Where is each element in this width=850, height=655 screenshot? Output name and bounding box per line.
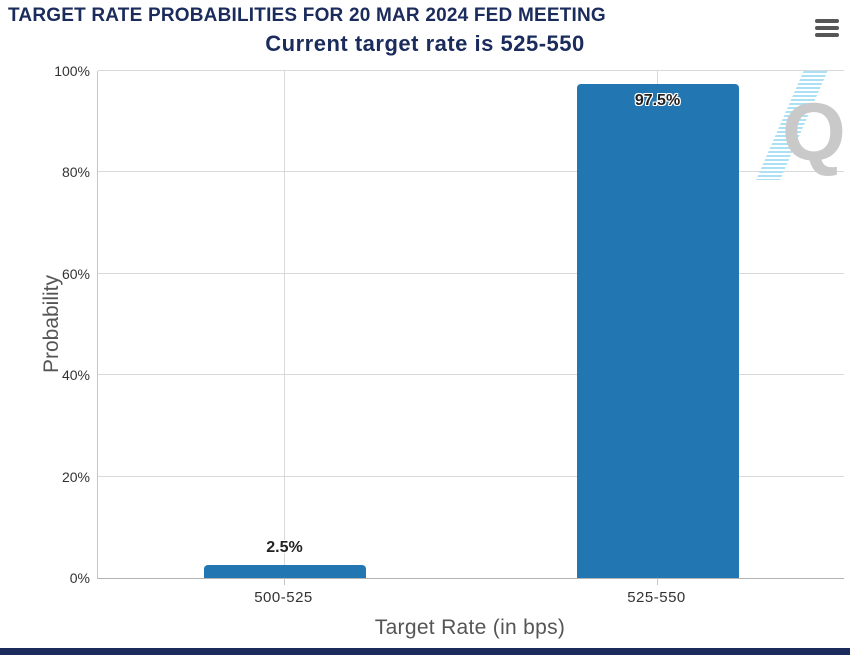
gridline-y-20 bbox=[98, 475, 844, 477]
y-tick-label-80: 80% bbox=[61, 164, 90, 181]
x-tick-label-500-525: 500-525 bbox=[254, 589, 313, 606]
bar-500-525[interactable] bbox=[203, 565, 366, 578]
hamburger-bar bbox=[815, 19, 839, 23]
x-tick-label-525-550: 525-550 bbox=[627, 589, 686, 606]
plot-area: 2.5% 97.5% bbox=[97, 70, 844, 585]
chart-subtitle: Current target rate is 525-550 bbox=[265, 31, 585, 56]
x-tick-mark bbox=[657, 578, 658, 585]
y-tick-label-0: 0% bbox=[69, 570, 90, 586]
y-tick-label-60: 60% bbox=[61, 265, 90, 282]
y-tick-label-100: 100% bbox=[54, 63, 90, 79]
x-tick-mark bbox=[284, 578, 285, 585]
chart-title: TARGET RATE PROBABILITIES FOR 20 MAR 202… bbox=[8, 5, 606, 26]
y-tick-label-20: 20% bbox=[61, 468, 90, 485]
y-tick-label-40: 40% bbox=[61, 367, 90, 384]
y-axis-title: Probability bbox=[40, 274, 63, 374]
gridline-y-80 bbox=[98, 171, 844, 173]
x-axis-title: Target Rate (in bps) bbox=[374, 616, 566, 639]
bar-525-550[interactable] bbox=[576, 83, 739, 578]
hamburger-menu-icon[interactable] bbox=[815, 19, 839, 37]
gridline-x-500-525 bbox=[284, 71, 285, 578]
gridline-y-60 bbox=[98, 272, 844, 274]
data-label-525-550: 97.5% bbox=[634, 91, 681, 109]
bottom-border bbox=[0, 648, 850, 655]
watermark-hatch-swoosh bbox=[756, 70, 828, 180]
hamburger-bar bbox=[815, 33, 839, 37]
gridline-y-40 bbox=[98, 374, 844, 376]
gridline-y-100 bbox=[98, 70, 844, 71]
quikstrike-watermark-logo: Q bbox=[756, 70, 846, 180]
hamburger-bar bbox=[815, 26, 839, 30]
watermark-q-letter: Q bbox=[782, 87, 846, 178]
data-label-500-525: 2.5% bbox=[266, 539, 303, 557]
